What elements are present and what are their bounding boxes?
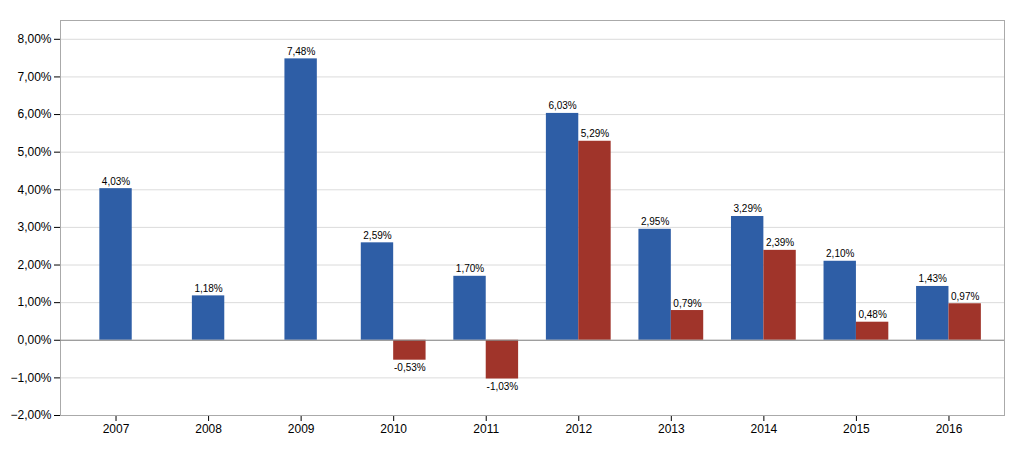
svg-text:6,00%: 6,00% xyxy=(17,107,51,121)
svg-text:2011: 2011 xyxy=(473,422,499,436)
svg-text:4,03%: 4,03% xyxy=(102,176,130,187)
svg-text:−2,00%: −2,00% xyxy=(10,408,51,422)
svg-text:2,59%: 2,59% xyxy=(363,230,391,241)
svg-text:0,97%: 0,97% xyxy=(951,291,979,302)
svg-text:2012: 2012 xyxy=(565,422,592,436)
svg-text:1,43%: 1,43% xyxy=(919,273,947,284)
svg-text:8,00%: 8,00% xyxy=(17,32,51,46)
svg-text:6,03%: 6,03% xyxy=(548,100,576,111)
svg-text:4,00%: 4,00% xyxy=(17,183,51,197)
svg-text:1,00%: 1,00% xyxy=(17,295,51,309)
svg-text:0,00%: 0,00% xyxy=(17,333,51,347)
svg-text:7,48%: 7,48% xyxy=(287,46,315,57)
svg-text:2,95%: 2,95% xyxy=(641,216,669,227)
svg-text:3,29%: 3,29% xyxy=(733,203,761,214)
svg-text:−1,00%: −1,00% xyxy=(10,371,51,385)
svg-text:3,00%: 3,00% xyxy=(17,220,51,234)
svg-text:2016: 2016 xyxy=(936,422,963,436)
svg-text:2008: 2008 xyxy=(195,422,222,436)
svg-text:2007: 2007 xyxy=(103,422,130,436)
svg-text:2010: 2010 xyxy=(380,422,407,436)
svg-text:1,70%: 1,70% xyxy=(456,263,484,274)
svg-text:2,00%: 2,00% xyxy=(17,258,51,272)
svg-text:0,48%: 0,48% xyxy=(858,309,886,320)
svg-text:-1,03%: -1,03% xyxy=(487,381,519,392)
svg-text:1,18%: 1,18% xyxy=(194,283,222,294)
svg-text:2009: 2009 xyxy=(288,422,315,436)
svg-text:2014: 2014 xyxy=(751,422,778,436)
svg-text:2,10%: 2,10% xyxy=(826,248,854,259)
svg-text:7,00%: 7,00% xyxy=(17,70,51,84)
svg-text:0,79%: 0,79% xyxy=(673,298,701,309)
svg-text:2,39%: 2,39% xyxy=(766,237,794,248)
svg-text:2013: 2013 xyxy=(658,422,685,436)
svg-text:5,00%: 5,00% xyxy=(17,145,51,159)
svg-text:5,29%: 5,29% xyxy=(581,128,609,139)
svg-text:2015: 2015 xyxy=(843,422,870,436)
svg-text:-0,53%: -0,53% xyxy=(394,362,426,373)
